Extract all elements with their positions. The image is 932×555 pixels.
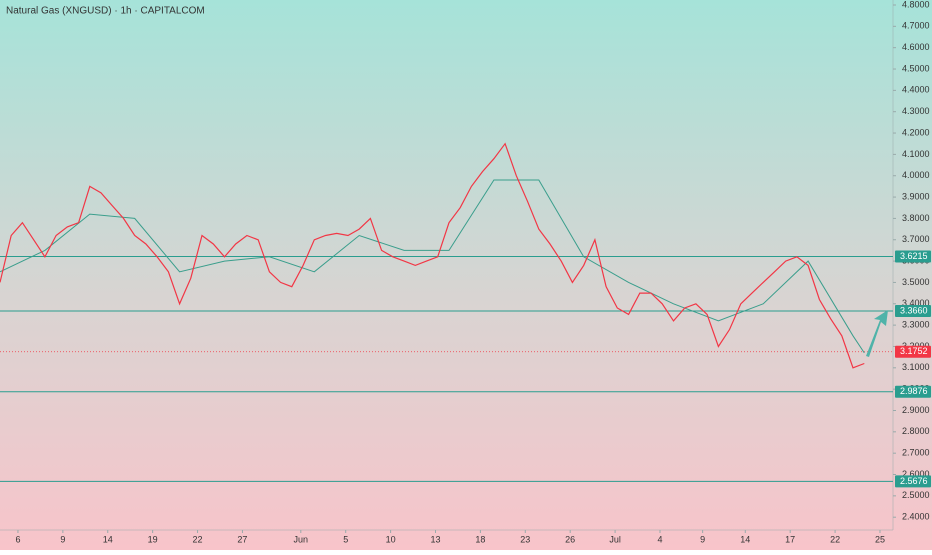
y-tick-label: 3.8000 — [902, 213, 930, 223]
y-tick-label: 4.4000 — [902, 85, 930, 95]
x-tick-label: 9 — [700, 534, 705, 544]
y-tick-label: 3.9000 — [902, 191, 930, 201]
x-tick-label: 22 — [830, 534, 840, 544]
x-tick-label: 9 — [60, 534, 65, 544]
last-price-tag — [895, 345, 931, 358]
y-tick-label: 3.4000 — [902, 298, 930, 308]
x-tick-label: 27 — [237, 534, 247, 544]
y-tick-label: 2.5000 — [902, 490, 930, 500]
y-tick-label: 3.5000 — [902, 277, 930, 287]
x-tick-label: 18 — [475, 534, 485, 544]
y-tick-label: 2.7000 — [902, 448, 930, 458]
forecast-arrow — [866, 310, 888, 357]
y-tick-label: 4.5000 — [902, 63, 930, 73]
y-tick-label: 4.7000 — [902, 21, 930, 31]
x-tick-label: 26 — [565, 534, 575, 544]
x-tick-label: 14 — [103, 534, 113, 544]
y-tick-label: 4.2000 — [902, 127, 930, 137]
level-tag — [895, 385, 931, 398]
y-tick-label: 3.3000 — [902, 319, 930, 329]
x-tick-label: 10 — [386, 534, 396, 544]
y-tick-label: 2.4000 — [902, 512, 930, 522]
x-tick-label: 13 — [430, 534, 440, 544]
x-tick-label: 14 — [740, 534, 750, 544]
y-tick-label: 4.0000 — [902, 170, 930, 180]
x-tick-label: 4 — [657, 534, 662, 544]
price-line — [0, 179, 865, 354]
x-tick-label: 5 — [343, 534, 348, 544]
y-tick-label: 3.7000 — [902, 234, 930, 244]
price-line — [0, 142, 865, 369]
level-label: 2.5676 — [900, 476, 928, 486]
x-tick-label: 22 — [193, 534, 203, 544]
x-tick-label: Jun — [294, 534, 309, 544]
y-tick-label: 4.3000 — [902, 106, 930, 116]
x-tick-label: 6 — [15, 534, 20, 544]
level-tag — [895, 250, 931, 263]
y-tick-label: 4.8000 — [902, 0, 930, 9]
last-price-label: 3.1752 — [900, 346, 928, 356]
y-tick-label: 4.6000 — [902, 42, 930, 52]
x-tick-label: Jul — [609, 534, 621, 544]
level-label: 3.6215 — [900, 251, 928, 261]
x-tick-label: 25 — [875, 534, 885, 544]
plot-area — [0, 142, 893, 482]
level-label: 3.3660 — [900, 305, 928, 315]
y-tick-label: 2.6000 — [902, 469, 930, 479]
y-tick-label: 2.9000 — [902, 405, 930, 415]
x-tick-label: 17 — [785, 534, 795, 544]
level-label: 2.9876 — [900, 386, 928, 396]
y-tick-label: 4.1000 — [902, 149, 930, 159]
level-tag — [895, 305, 931, 318]
y-tick-label: 2.8000 — [902, 426, 930, 436]
x-tick-label: 19 — [148, 534, 158, 544]
level-tag — [895, 475, 931, 488]
y-tick-label: 3.1000 — [902, 362, 930, 372]
x-tick-label: 23 — [520, 534, 530, 544]
chart-title: Natural Gas (XNGUSD) · 1h · CAPITALCOM — [6, 6, 205, 17]
